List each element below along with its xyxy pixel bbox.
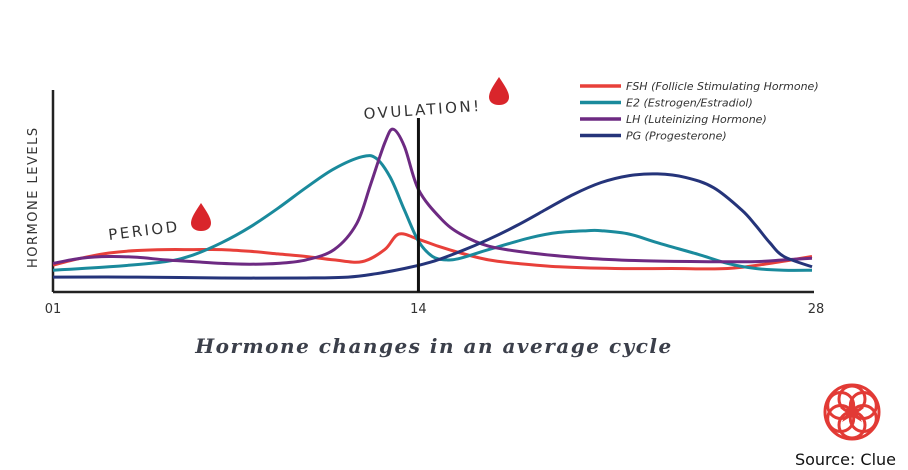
legend-label: PG (Progesterone): [626, 130, 727, 143]
legend-label: LH (Luteinizing Hormone): [626, 113, 767, 126]
series-layer: [52, 127, 813, 280]
legend-label: FSH (Follicle Stimulating Hormone): [626, 80, 819, 93]
chart-caption: Hormone changes in an average cycle: [195, 334, 673, 358]
period-drop-icon: [191, 203, 211, 231]
legend: FSH (Follicle Stimulating Hormone) E2 (Es…: [580, 80, 819, 143]
x-tick-label: 14: [410, 302, 427, 317]
period-label: PERIOD: [107, 217, 180, 244]
series-line-pg: [52, 172, 813, 280]
y-axis-label: HORMONE LEVELS: [26, 126, 41, 268]
x-tick-label: 28: [808, 302, 825, 317]
legend-label: E2 (Estrogen/Estradiol): [626, 97, 753, 110]
ovulation-label: OVULATION!: [363, 97, 482, 123]
clue-flower-logo-icon: [823, 383, 881, 441]
x-tick-label: 01: [45, 302, 62, 317]
x-tick-labels: 01 14 28: [45, 302, 825, 317]
series-line-lh: [52, 127, 813, 266]
source-credit: Source: Clue: [794, 450, 896, 469]
series-line-e2: [52, 154, 813, 272]
ovulation-drop-icon: [489, 77, 509, 105]
series-line-fsh: [52, 232, 813, 271]
